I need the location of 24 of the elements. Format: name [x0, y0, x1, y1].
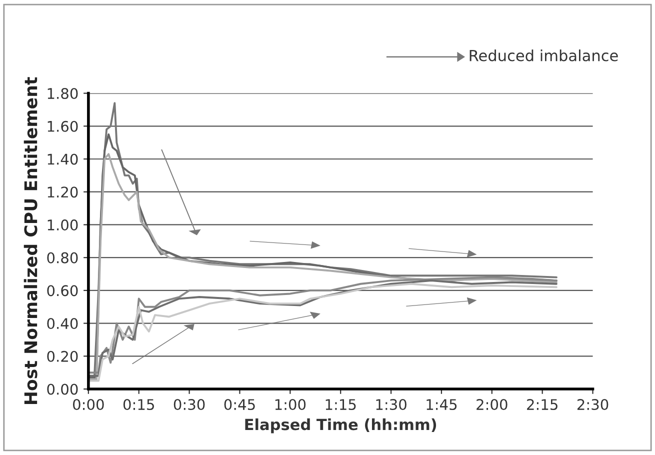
x-tick-label: 1:15 — [326, 399, 356, 410]
y-tick-label: 1.20 — [48, 186, 78, 198]
y-tick-label: 1.00 — [48, 219, 78, 230]
x-tick-label: 2:15 — [527, 399, 558, 410]
x-tick-label: 1:30 — [376, 399, 406, 410]
x-tick-label: 0:00 — [73, 399, 104, 410]
x-tick-label: 2:30 — [577, 399, 608, 410]
y-tick-label: 0.00 — [47, 384, 78, 395]
x-tick-label: 2:00 — [476, 399, 508, 410]
y-tick-label: 0.40 — [47, 318, 78, 330]
y-tick-label: 1.80 — [48, 88, 78, 100]
x-axis-title: Elapsed Time (hh:mm) — [245, 418, 436, 434]
text: Reduced imbalance — [470, 49, 618, 62]
y-tick-label: 0.60 — [47, 285, 78, 296]
y-axis-title: Host Normalized CPU Entitlement — [24, 77, 38, 404]
x-tick-label: 0:15 — [123, 399, 154, 410]
y-tick-label: 1.60 — [48, 120, 78, 132]
x-tick-label: 0:45 — [224, 399, 255, 410]
x-tick-label: 0:30 — [174, 399, 205, 410]
y-tick-label: 1.40 — [48, 154, 78, 165]
x-tick-label: 1:00 — [275, 399, 306, 410]
y-tick-label: 0.20 — [47, 350, 78, 362]
y-tick-label: 0.80 — [47, 252, 78, 264]
x-tick-label: 1:45 — [426, 399, 457, 410]
